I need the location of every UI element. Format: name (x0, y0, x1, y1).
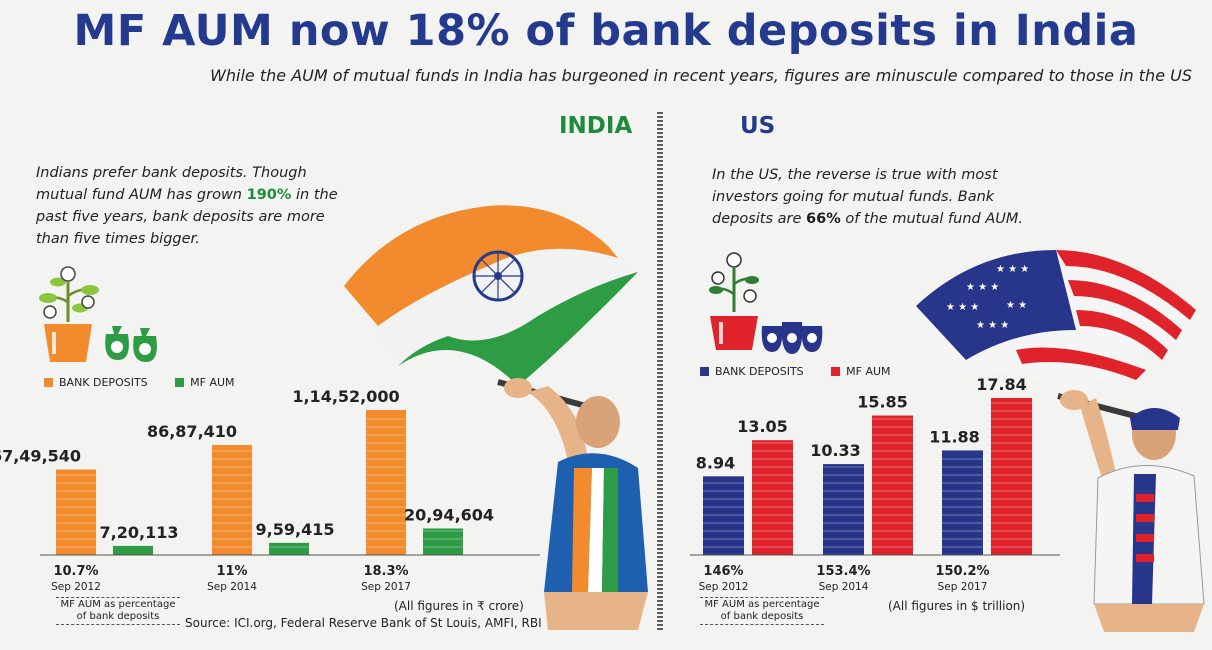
page-title: MF AUM now 18% of bank deposits in India (73, 6, 1139, 56)
bar-bank-1 (212, 445, 252, 555)
fan-with-flag-icon (497, 378, 648, 630)
bar-mf-1 (269, 542, 309, 555)
data-label: 11.88 (929, 427, 980, 446)
source-credit: Source: ICI.org, Federal Reserve Bank of… (185, 616, 542, 630)
bar-rect (752, 440, 793, 555)
data-label: 20,94,604 (404, 505, 494, 524)
legend-label-bank: BANK DEPOSITS (715, 365, 804, 378)
data-label: 8.94 (696, 453, 735, 472)
category-label: Sep 2017 (361, 581, 411, 593)
category-label: Sep 2014 (819, 581, 869, 593)
bar-rect (212, 445, 252, 555)
legend-item-mf-aum: MF AUM (175, 376, 235, 389)
legend-swatch-mf (175, 378, 185, 387)
bar-mf-2 (991, 398, 1032, 555)
data-label: 7,20,113 (100, 523, 179, 542)
legend-label-bank: BANK DEPOSITS (59, 376, 148, 389)
ratio-label: 10.7% (53, 564, 98, 579)
ratio-label: 150.2% (935, 564, 989, 579)
ratio-label: 146% (703, 564, 743, 579)
category-label: Sep 2014 (207, 581, 257, 593)
money-tree-icon (709, 252, 759, 350)
ratio-label: 153.4% (816, 564, 870, 579)
india-intro-highlight: 190% (246, 187, 292, 203)
legend-item-bank-deposits: BANK DEPOSITS (44, 376, 148, 389)
india-units-note: (All figures in ₹ crore) (394, 599, 524, 613)
legend-label-mf: MF AUM (846, 365, 891, 378)
bar-bank-0 (56, 469, 96, 555)
legend-swatch-bank (44, 378, 53, 387)
svg-text:★ ★ ★: ★ ★ ★ (976, 320, 1009, 331)
us-units-note: (All figures in $ trillion) (888, 599, 1026, 613)
bar-mf-0 (113, 545, 153, 555)
data-label: 15.85 (857, 393, 908, 412)
us-intro-text: In the US, the reverse is true with most… (712, 164, 1057, 230)
bar-mf-1 (872, 415, 913, 555)
bar-rect (823, 464, 864, 555)
india-section-title: INDIA (559, 113, 633, 139)
india-intro-text: Indians prefer bank deposits. Though mut… (36, 162, 346, 250)
bar-rect (269, 542, 309, 555)
money-bag-icon (105, 326, 157, 362)
us-intro-highlight: 66% (806, 211, 841, 227)
us-flag-icon: ★ ★ ★ ★ ★ ★ ★ ★ ★ ★ ★ ★ ★ ★ (916, 250, 1196, 396)
bar-rect (942, 450, 983, 555)
us-ratio-note: MF AUM as percentage of bank deposits (700, 597, 824, 625)
legend-item-mf-aum: MF AUM (831, 365, 891, 378)
svg-text:★ ★ ★: ★ ★ ★ (946, 302, 979, 313)
us-intro-before: In the US, the reverse is true with most… (712, 167, 998, 227)
bar-rect (113, 545, 153, 555)
india-flag-icon (344, 205, 638, 386)
category-label: Sep 2017 (938, 581, 988, 593)
data-label: 1,14,52,000 (292, 387, 399, 406)
legend-swatch-mf (831, 367, 841, 376)
ratio-label: 18.3% (363, 564, 408, 579)
svg-text:★ ★ ★: ★ ★ ★ (966, 282, 999, 293)
bar-bank-1 (823, 464, 864, 555)
category-label: Sep 2012 (51, 581, 101, 593)
bar-mf-0 (752, 440, 793, 555)
page-subtitle: While the AUM of mutual funds in India h… (210, 66, 1192, 85)
bar-bank-0 (703, 476, 744, 555)
bar-rect (423, 528, 463, 555)
section-divider (657, 112, 663, 632)
bar-rect (366, 410, 406, 555)
bar-rect (991, 398, 1032, 555)
data-label: 86,87,410 (147, 422, 237, 441)
bar-rect (872, 415, 913, 555)
bar-mf-2 (423, 528, 463, 555)
us-section-title: US (740, 113, 776, 139)
india-legend: BANK DEPOSITS MF AUM (44, 376, 259, 389)
bar-rect (703, 476, 744, 555)
data-label: 17.84 (976, 375, 1027, 394)
ratio-label: 11% (216, 564, 247, 579)
svg-text:★ ★ ★: ★ ★ ★ (996, 264, 1029, 275)
money-tree-icon (39, 266, 99, 362)
india-intro-before: Indians prefer bank deposits. Though mut… (36, 165, 307, 203)
bar-bank-2 (942, 450, 983, 555)
us-intro-after: of the mutual fund AUM. (840, 211, 1023, 227)
bar-rect (56, 469, 96, 555)
fan-with-flag-icon (1057, 390, 1205, 632)
svg-text:★ ★: ★ ★ (1006, 300, 1027, 311)
legend-item-bank-deposits: BANK DEPOSITS (700, 365, 804, 378)
india-ratio-note: MF AUM as percentage of bank deposits (56, 597, 180, 625)
category-label: Sep 2012 (699, 581, 749, 593)
india-bar-chart: 67,49,540 7,20,113 10.7% Sep 2012 86,87,410 9… (0, 387, 540, 593)
data-label: 9,59,415 (256, 520, 335, 539)
data-label: 10.33 (810, 441, 861, 460)
india-intro-after: in the past five years, bank deposits ar… (36, 187, 338, 247)
data-label: 67,49,540 (0, 447, 81, 466)
legend-label-mf: MF AUM (190, 376, 235, 389)
us-legend: BANK DEPOSITS MF AUM (700, 365, 915, 378)
legend-swatch-bank (700, 367, 709, 376)
money-bag-icon (761, 322, 823, 354)
data-label: 13.05 (737, 417, 788, 436)
bar-bank-2 (366, 410, 406, 555)
